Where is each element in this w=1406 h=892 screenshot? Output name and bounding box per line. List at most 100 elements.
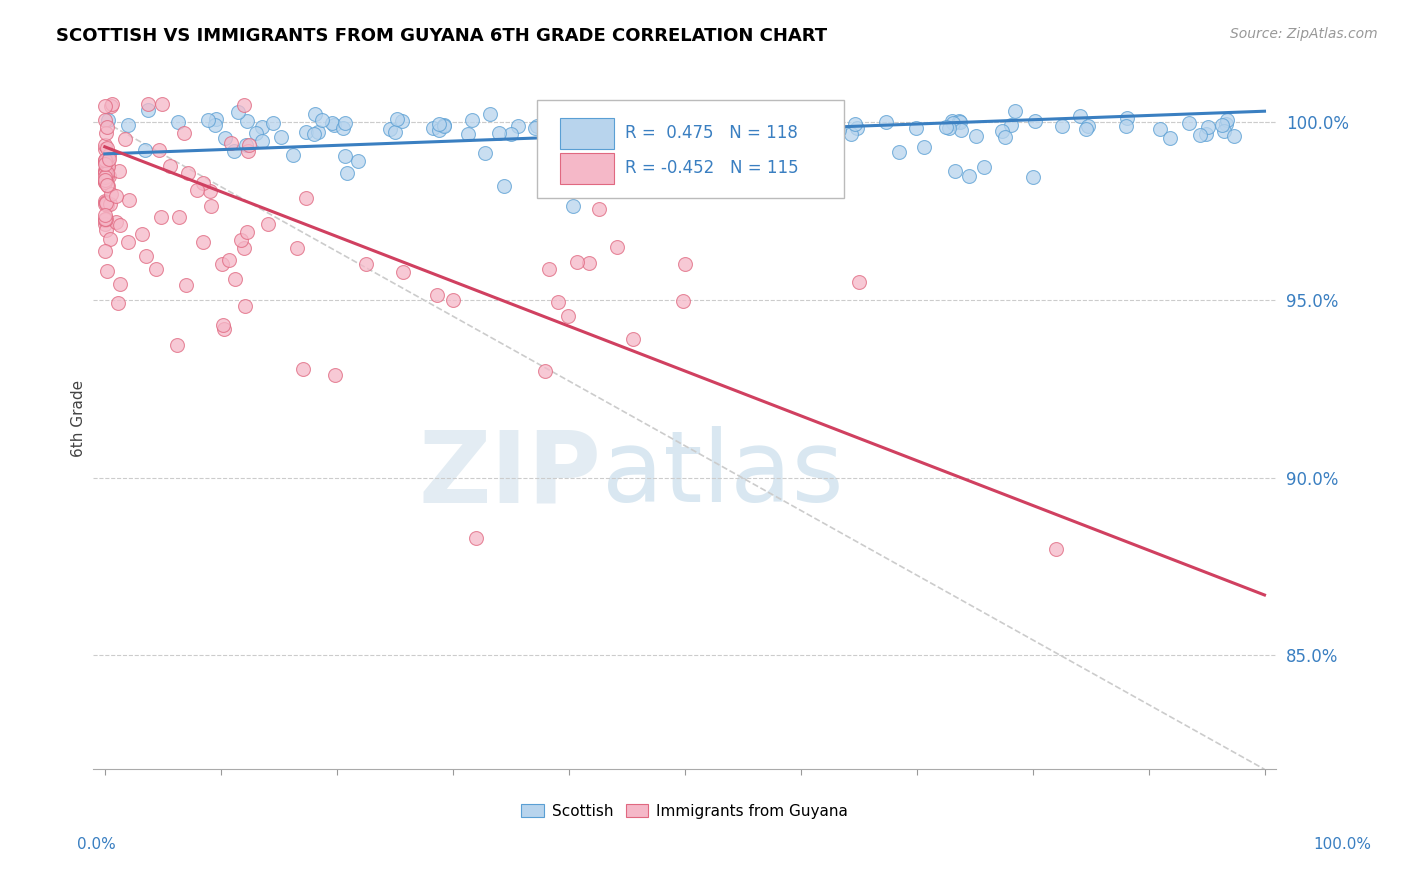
Point — [97, 148, 120, 162]
Point — [672, 294, 695, 309]
Point — [94, 170, 117, 185]
Point — [942, 116, 965, 130]
Point — [619, 119, 641, 133]
Point — [96, 264, 118, 278]
Text: R =  0.475   N = 118: R = 0.475 N = 118 — [626, 124, 799, 142]
Point — [94, 197, 117, 211]
Point — [562, 163, 585, 178]
Point — [96, 195, 118, 210]
Point — [236, 225, 259, 239]
Point — [1000, 118, 1022, 132]
Point — [176, 166, 198, 180]
Point — [335, 149, 357, 163]
Point — [131, 227, 153, 241]
Point — [579, 119, 602, 133]
Point — [1076, 121, 1098, 136]
Point — [1211, 118, 1233, 132]
Point — [1004, 104, 1026, 119]
Point — [1197, 120, 1219, 135]
Point — [1116, 112, 1139, 126]
Point — [186, 183, 208, 197]
Point — [97, 161, 120, 175]
Point — [94, 211, 117, 226]
Point — [211, 257, 233, 271]
Point — [224, 144, 246, 158]
Point — [728, 124, 751, 138]
Point — [1188, 128, 1211, 143]
Point — [110, 277, 132, 292]
Point — [973, 160, 995, 174]
Point — [97, 159, 120, 173]
Point — [749, 135, 772, 149]
Point — [697, 102, 720, 116]
Point — [174, 278, 197, 293]
Point — [347, 154, 370, 169]
Point — [1045, 541, 1067, 556]
Point — [706, 131, 728, 145]
Point — [94, 173, 117, 187]
Point — [94, 157, 117, 171]
Point — [252, 134, 274, 148]
Point — [938, 121, 960, 136]
Point — [218, 253, 240, 268]
Point — [636, 133, 658, 147]
Text: 100.0%: 100.0% — [1313, 837, 1371, 852]
Point — [250, 120, 273, 134]
Point — [107, 296, 129, 310]
Point — [1024, 113, 1046, 128]
Point — [526, 119, 548, 133]
Point — [547, 174, 569, 188]
Point — [1077, 119, 1099, 133]
Point — [844, 117, 866, 131]
Point — [384, 125, 406, 139]
Point — [191, 235, 214, 250]
Point — [94, 213, 117, 227]
Point — [145, 262, 167, 277]
Point — [488, 126, 510, 140]
Point — [224, 272, 246, 286]
Point — [912, 140, 935, 154]
Point — [110, 219, 132, 233]
FancyBboxPatch shape — [561, 118, 613, 149]
Point — [1069, 110, 1091, 124]
Point — [173, 126, 195, 140]
Point — [620, 113, 643, 128]
Point — [524, 120, 547, 135]
Point — [285, 241, 308, 255]
Point — [461, 112, 484, 127]
Point — [96, 166, 118, 180]
Point — [94, 163, 117, 178]
Point — [200, 184, 222, 198]
Point — [101, 97, 124, 112]
Point — [737, 120, 759, 134]
Point — [94, 166, 117, 180]
Point — [534, 364, 557, 378]
Point — [673, 112, 696, 126]
Point — [333, 116, 356, 130]
Point — [152, 97, 174, 112]
Point — [827, 122, 849, 136]
Point — [464, 531, 486, 545]
Point — [104, 215, 127, 229]
Point — [94, 142, 117, 156]
Text: Source: ZipAtlas.com: Source: ZipAtlas.com — [1230, 27, 1378, 41]
Point — [1177, 116, 1199, 130]
Point — [105, 189, 128, 203]
Point — [948, 114, 970, 128]
Point — [169, 211, 191, 225]
Point — [949, 115, 972, 129]
Point — [94, 195, 117, 210]
Point — [1215, 117, 1237, 131]
Point — [426, 288, 449, 302]
Point — [1159, 131, 1181, 145]
Point — [818, 119, 841, 133]
Point — [235, 137, 257, 152]
Point — [1216, 113, 1239, 128]
Point — [636, 131, 658, 145]
Point — [492, 179, 515, 194]
Point — [321, 116, 343, 130]
Point — [94, 194, 117, 208]
Point — [245, 126, 267, 140]
Point — [94, 153, 117, 168]
Point — [94, 212, 117, 227]
